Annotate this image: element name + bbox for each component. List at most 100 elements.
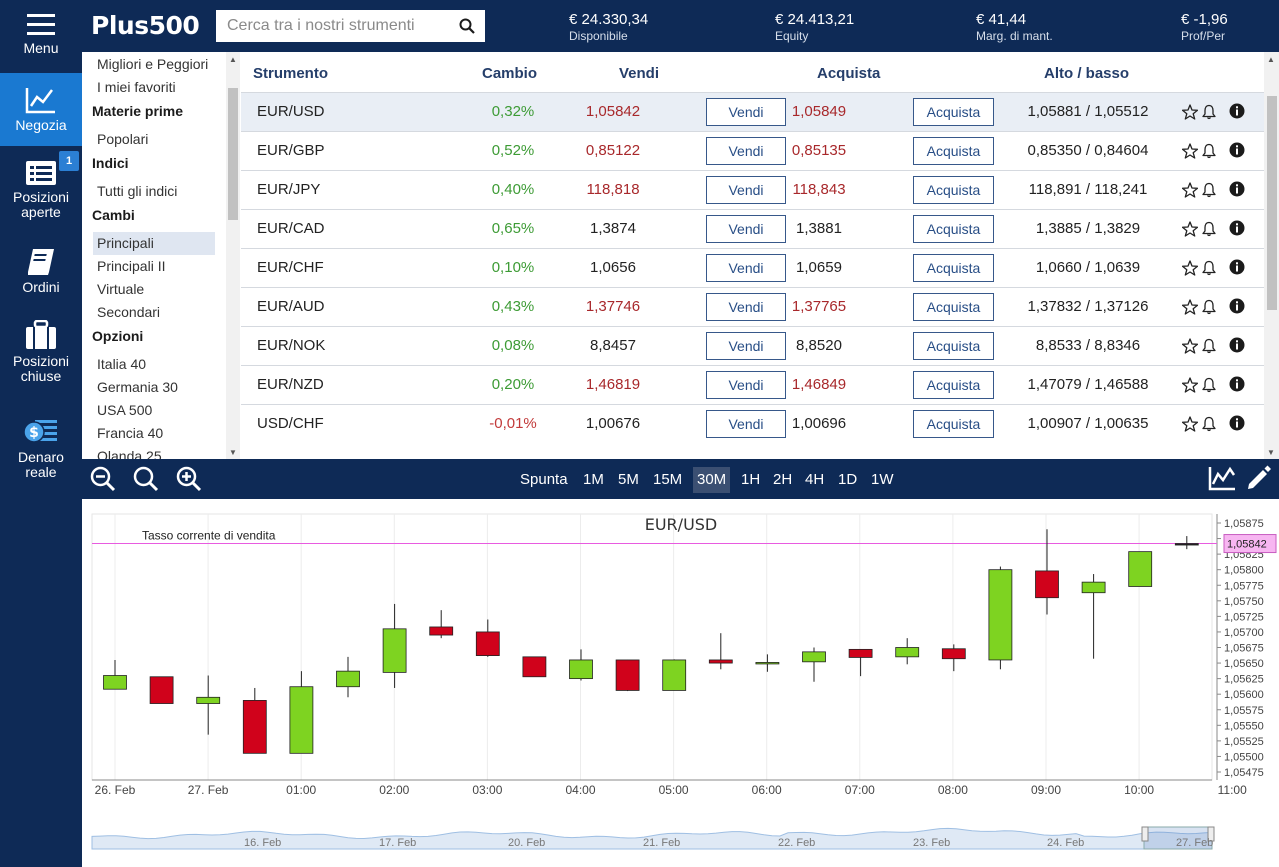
sell-button[interactable]: Vendi	[706, 254, 786, 282]
info-icon[interactable]	[1229, 376, 1245, 392]
bell-icon[interactable]	[1201, 182, 1217, 198]
instrument-name[interactable]: EUR/JPY	[257, 181, 321, 198]
star-icon[interactable]	[1182, 260, 1198, 276]
candlestick-chart[interactable]: 26. Feb 27. Feb 01:00 02:00 03:00 04:00 05:00 0…	[82, 499, 1279, 867]
category-item[interactable]: Italia 40	[97, 356, 147, 372]
buy-button[interactable]: Acquista	[913, 332, 994, 360]
timeframe-button[interactable]: 1H	[741, 471, 761, 488]
buy-button[interactable]: Acquista	[913, 410, 994, 438]
header-sell[interactable]: Vendi	[619, 65, 660, 82]
search-input[interactable]	[216, 10, 452, 42]
bell-icon[interactable]	[1201, 299, 1217, 315]
info-icon[interactable]	[1229, 103, 1245, 119]
table-row[interactable]: EUR/NOK 0,08% 8,8457 Vendi 8,8520 Acquista 8,8…	[241, 326, 1264, 365]
zoom-out-icon[interactable]	[90, 466, 116, 492]
category-item[interactable]: Secondari	[97, 304, 161, 320]
table-row[interactable]: EUR/AUD 0,43% 1,37746 Vendi 1,37765 Acquista 1…	[241, 287, 1264, 326]
star-icon[interactable]	[1182, 143, 1198, 159]
timeframe-button[interactable]: 15M	[653, 471, 683, 488]
nav-open-positions[interactable]: Posizioni aperte	[0, 160, 82, 228]
instrument-name[interactable]: EUR/AUD	[257, 298, 325, 315]
sell-button[interactable]: Vendi	[706, 293, 786, 321]
buy-button[interactable]: Acquista	[913, 293, 994, 321]
category-item[interactable]: Principali II	[97, 258, 166, 274]
timeframe-button[interactable]: 30M	[693, 467, 731, 493]
table-row[interactable]: EUR/USD 0,32% 1,05842 Vendi 1,05849 Acquista 1…	[241, 92, 1264, 131]
timeframe-button[interactable]: 5M	[618, 471, 639, 488]
sell-button[interactable]: Vendi	[706, 176, 786, 204]
sell-button[interactable]: Vendi	[706, 98, 786, 126]
category-item[interactable]: Francia 40	[97, 425, 164, 441]
timeframe-button[interactable]: 1M	[583, 471, 604, 488]
category-scrollbar[interactable]: ▲ ▼	[226, 52, 240, 459]
nav-closed-positions[interactable]: Posizioni chiuse	[0, 320, 82, 388]
star-icon[interactable]	[1182, 416, 1198, 432]
table-row[interactable]: EUR/NZD 0,20% 1,46819 Vendi 1,46849 Acquista 1…	[241, 365, 1264, 404]
info-icon[interactable]	[1229, 181, 1245, 197]
table-row[interactable]: USD/CHF -0,01% 1,00676 Vendi 1,00696 Acquista…	[241, 404, 1264, 443]
category-item[interactable]: Germania 30	[97, 379, 178, 395]
search-icon[interactable]	[459, 18, 475, 34]
category-item[interactable]: USA 500	[97, 402, 153, 418]
sell-button[interactable]: Vendi	[706, 137, 786, 165]
nav-menu[interactable]: Menu	[0, 13, 82, 65]
bell-icon[interactable]	[1201, 416, 1217, 432]
bell-icon[interactable]	[1201, 143, 1217, 159]
bell-icon[interactable]	[1201, 104, 1217, 120]
header-high-low[interactable]: Alto / basso	[1044, 65, 1130, 82]
category-item[interactable]: Virtuale	[97, 281, 145, 297]
scroll-down-arrow-icon[interactable]: ▼	[229, 448, 237, 457]
category-item[interactable]: Migliori e Peggiori	[97, 56, 209, 72]
instrument-name[interactable]: EUR/CHF	[257, 259, 324, 276]
buy-button[interactable]: Acquista	[913, 137, 994, 165]
star-icon[interactable]	[1182, 377, 1198, 393]
header-change[interactable]: Cambio	[482, 65, 538, 82]
info-icon[interactable]	[1229, 142, 1245, 158]
category-item[interactable]: Olanda 25	[97, 448, 162, 459]
sell-button[interactable]: Vendi	[706, 410, 786, 438]
buy-button[interactable]: Acquista	[913, 98, 994, 126]
table-row[interactable]: EUR/CHF 0,10% 1,0656 Vendi 1,0659 Acquista 1,0…	[241, 248, 1264, 287]
instrument-name[interactable]: EUR/NOK	[257, 337, 326, 354]
buy-button[interactable]: Acquista	[913, 215, 994, 243]
category-item[interactable]: Tutti gli indici	[97, 183, 178, 199]
sell-button[interactable]: Vendi	[706, 332, 786, 360]
table-row[interactable]: EUR/CAD 0,65% 1,3874 Vendi 1,3881 Acquista 1,3…	[241, 209, 1264, 248]
star-icon[interactable]	[1182, 299, 1198, 315]
scroll-up-arrow-icon[interactable]: ▲	[1267, 55, 1275, 64]
star-icon[interactable]	[1182, 338, 1198, 354]
table-row[interactable]: EUR/GBP 0,52% 0,85122 Vendi 0,85135 Acquista 0…	[241, 131, 1264, 170]
nav-real-money[interactable]: $ Denaro reale	[0, 416, 82, 488]
zoom-reset-icon[interactable]	[133, 466, 159, 492]
timeframe-button[interactable]: Spunta	[520, 471, 568, 488]
instrument-name[interactable]: EUR/GBP	[257, 142, 325, 159]
table-row[interactable]: EUR/JPY 0,40% 118,818 Vendi 118,843 Acquista 1…	[241, 170, 1264, 209]
category-item[interactable]: I miei favoriti	[97, 79, 176, 95]
info-icon[interactable]	[1229, 220, 1245, 236]
buy-button[interactable]: Acquista	[913, 371, 994, 399]
instrument-name[interactable]: EUR/CAD	[257, 220, 325, 237]
price-chart[interactable]: 26. Feb 27. Feb 01:00 02:00 03:00 04:00 05:00 0…	[82, 499, 1279, 867]
timeframe-button[interactable]: 1W	[871, 471, 894, 488]
timeframe-button[interactable]: 1D	[838, 471, 858, 488]
nav-trade[interactable]: Negozia	[0, 73, 82, 146]
instrument-name[interactable]: EUR/NZD	[257, 376, 324, 393]
instrument-name[interactable]: EUR/USD	[257, 103, 325, 120]
info-icon[interactable]	[1229, 259, 1245, 275]
info-icon[interactable]	[1229, 415, 1245, 431]
star-icon[interactable]	[1182, 104, 1198, 120]
bell-icon[interactable]	[1201, 338, 1217, 354]
sell-button[interactable]: Vendi	[706, 215, 786, 243]
category-item[interactable]: Popolari	[97, 131, 149, 147]
header-instrument[interactable]: Strumento	[253, 65, 328, 82]
zoom-in-icon[interactable]	[176, 466, 202, 492]
timeframe-button[interactable]: 4H	[805, 471, 825, 488]
bell-icon[interactable]	[1201, 377, 1217, 393]
scroll-thumb[interactable]	[228, 88, 238, 220]
instrument-name[interactable]: USD/CHF	[257, 415, 324, 432]
draw-pencil-icon[interactable]	[1245, 465, 1271, 491]
sell-button[interactable]: Vendi	[706, 371, 786, 399]
header-buy[interactable]: Acquista	[817, 65, 881, 82]
category-item[interactable]: Principali	[93, 232, 215, 255]
scroll-up-arrow-icon[interactable]: ▲	[229, 55, 237, 64]
